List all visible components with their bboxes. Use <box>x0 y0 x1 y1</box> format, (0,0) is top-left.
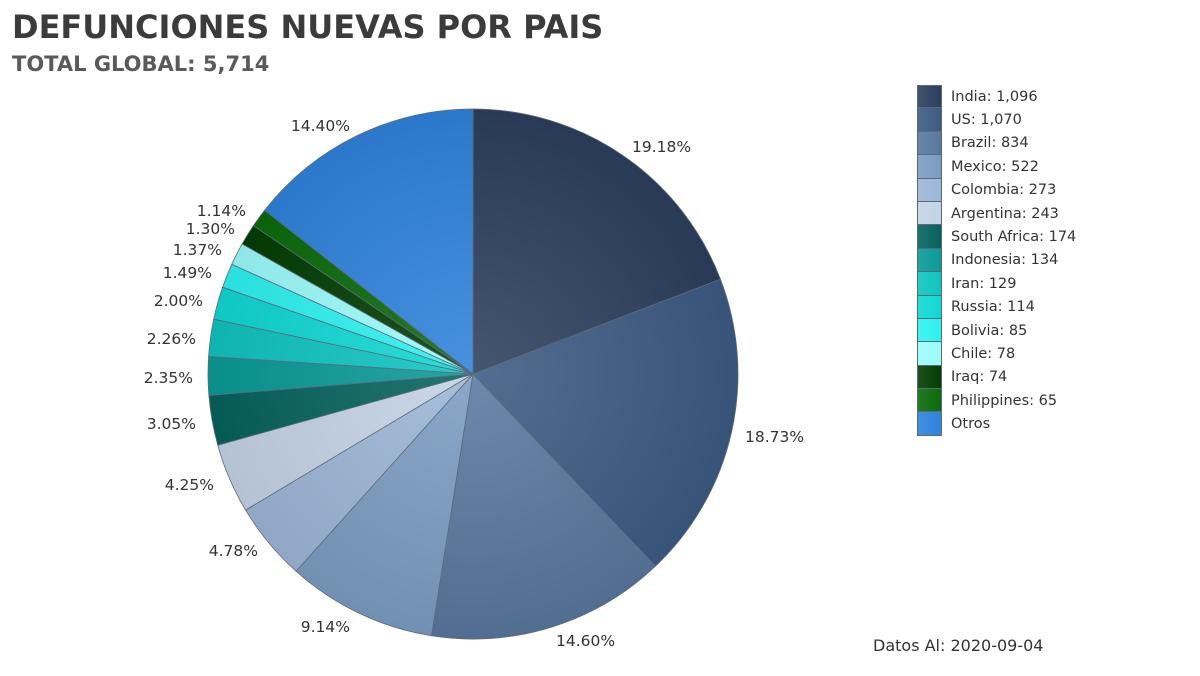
pie-slice-otros <box>264 108 474 375</box>
legend-swatch <box>917 178 942 202</box>
pie-label-indonesia: 2.35% <box>144 369 193 387</box>
pie-label-south-africa: 3.05% <box>147 415 196 433</box>
legend-item-iraq: Iraq: 74 <box>917 365 1076 390</box>
chart-title: DEFUNCIONES NUEVAS POR PAIS <box>12 8 604 46</box>
pie-label-iraq: 1.30% <box>186 220 235 238</box>
legend-swatch <box>917 318 942 343</box>
legend-item-india: India: 1,096 <box>917 85 1076 109</box>
pie-label-russia: 2.00% <box>154 292 203 310</box>
legend-item-otros: Otros <box>917 412 1076 436</box>
legend-label: Bolivia: 85 <box>951 322 1028 339</box>
pie-label-us: 18.73% <box>745 428 804 446</box>
legend-label: South Africa: 174 <box>951 229 1077 246</box>
legend-label: Chile: 78 <box>951 345 1016 362</box>
legend-swatch <box>917 248 942 273</box>
legend-swatch <box>917 131 942 156</box>
legend-item-us: US: 1,070 <box>917 108 1076 132</box>
legend-label: Colombia: 273 <box>951 182 1057 199</box>
legend-swatch <box>917 85 942 109</box>
pie-label-mexico: 9.14% <box>301 618 350 636</box>
legend-item-chile: Chile: 78 <box>917 342 1076 366</box>
pie-label-bolivia: 1.49% <box>163 264 212 282</box>
legend-label: Brazil: 834 <box>951 135 1029 152</box>
pie-label-brazil: 14.60% <box>556 632 615 650</box>
legend-label: Argentina: 243 <box>951 205 1059 222</box>
legend-label: Iran: 129 <box>951 275 1017 292</box>
legend-swatch <box>917 389 942 413</box>
legend-item-mexico: Mexico: 522 <box>917 155 1076 179</box>
legend-label: Iraq: 74 <box>951 369 1008 386</box>
legend-item-south-africa: South Africa: 174 <box>917 225 1077 249</box>
legend-swatch <box>917 365 942 390</box>
data-date-note: Datos Al: 2020-09-04 <box>873 636 1044 655</box>
pie-label-colombia: 4.78% <box>209 542 258 560</box>
legend-swatch <box>917 272 942 296</box>
legend-item-russia: Russia: 114 <box>917 295 1076 319</box>
legend-item-iran: Iran: 129 <box>917 272 1076 296</box>
legend-item-colombia: Colombia: 273 <box>917 178 1076 202</box>
pie-label-india: 19.18% <box>632 138 691 156</box>
legend-item-argentina: Argentina: 243 <box>917 201 1076 226</box>
chart-subtitle: TOTAL GLOBAL: 5,714 <box>12 52 270 76</box>
pie-slice-us <box>472 278 739 567</box>
pie-label-argentina: 4.25% <box>165 476 214 494</box>
legend-item-bolivia: Bolivia: 85 <box>917 318 1076 343</box>
legend-label: Otros <box>951 416 991 433</box>
legend-swatch <box>917 225 942 249</box>
pie-label-iran: 2.26% <box>147 330 196 348</box>
pie-slice-india <box>472 108 721 375</box>
legend-item-philippines: Philippines: 65 <box>917 389 1076 413</box>
legend-item-indonesia: Indonesia: 134 <box>917 248 1076 273</box>
chart-legend: India: 1,096 US: 1,070 Brazil: 834 Mexico: … <box>917 85 1076 436</box>
legend-swatch <box>917 295 942 319</box>
pie-label-otros: 14.40% <box>291 117 350 135</box>
legend-label: Mexico: 522 <box>951 158 1039 175</box>
legend-label: US: 1,070 <box>951 112 1022 129</box>
pie-slice-brazil <box>431 373 657 640</box>
pie-label-chile: 1.37% <box>173 241 222 259</box>
legend-label: Philippines: 65 <box>951 392 1058 409</box>
legend-swatch <box>917 155 942 179</box>
legend-swatch <box>917 342 942 366</box>
pie-label-philippines: 1.14% <box>197 202 246 220</box>
legend-item-brazil: Brazil: 834 <box>917 131 1076 156</box>
legend-label: India: 1,096 <box>951 88 1038 105</box>
legend-swatch <box>917 412 942 436</box>
legend-label: Indonesia: 134 <box>951 252 1059 269</box>
legend-swatch <box>917 201 942 226</box>
legend-label: Russia: 114 <box>951 299 1035 316</box>
legend-swatch <box>917 108 942 132</box>
pie-slice-mexico <box>295 372 474 637</box>
